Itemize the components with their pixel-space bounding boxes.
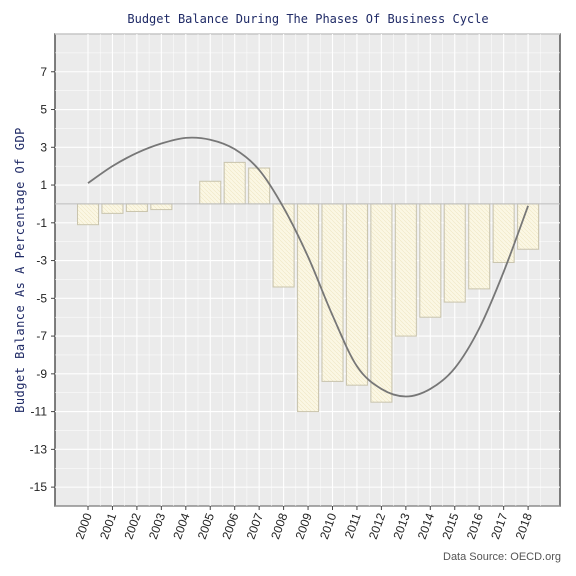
x-tick-label: 2009 [293, 511, 315, 541]
x-tick-label: 2011 [342, 511, 364, 540]
y-axis-label: Budget Balance As A Percentage Of GDP [13, 127, 27, 413]
bar [272, 203, 295, 288]
bar [223, 161, 246, 205]
x-axis-ticks: 2000 2001 2002 2003 2004 2005 2006 2007 2008 2009… [73, 506, 535, 541]
x-tick-label: 2007 [244, 511, 266, 541]
trend-line [87, 136, 529, 398]
y-tick-label: -11 [31, 405, 48, 419]
bar [370, 203, 393, 403]
bar [394, 203, 417, 337]
bars [77, 161, 540, 413]
y-tick-label: -15 [30, 480, 48, 494]
x-tick-label: 2012 [366, 511, 388, 541]
bar [297, 203, 320, 413]
data-source: Data Source: OECD.org [443, 551, 561, 563]
bar [125, 203, 148, 212]
y-tick-label: -1 [36, 216, 47, 230]
chart-title: Budget Balance During The Phases Of Busi… [127, 12, 488, 26]
y-tick-label: 1 [40, 178, 47, 192]
y-axis-ticks: 7 5 3 1 -1 -3 -5 -7 -9 -11 -13 -15 [30, 65, 55, 494]
x-tick-label: 2008 [268, 511, 290, 541]
y-tick-label: 3 [40, 140, 47, 154]
y-tick-label: -9 [36, 367, 47, 381]
bar [248, 167, 271, 205]
y-tick-label: 7 [40, 65, 47, 79]
x-tick-label: 2010 [317, 511, 339, 541]
x-tick-label: 2004 [170, 511, 192, 541]
bar [468, 203, 491, 290]
y-tick-label: -5 [36, 291, 47, 305]
bar [345, 203, 368, 386]
bar [150, 203, 173, 211]
y-tick-label: -13 [30, 442, 48, 456]
x-tick-label: 2013 [390, 511, 412, 541]
x-tick-label: 2017 [488, 511, 510, 541]
y-tick-label: 5 [40, 103, 47, 117]
bar [199, 180, 222, 205]
x-tick-label: 2001 [97, 511, 119, 541]
bar [443, 203, 466, 303]
x-tick-label: 2018 [513, 511, 535, 541]
bar [101, 203, 124, 214]
x-tick-label: 2014 [415, 511, 437, 541]
bar [77, 203, 99, 226]
x-tick-label: 2003 [146, 511, 168, 541]
x-tick-label: 2016 [464, 511, 486, 541]
y-tick-label: -7 [36, 329, 47, 343]
x-tick-label: 2002 [121, 511, 143, 541]
x-tick-label: 2005 [195, 511, 217, 541]
x-tick-label: 2015 [439, 511, 461, 541]
bar [419, 203, 442, 318]
x-tick-label: 2000 [73, 511, 95, 541]
x-tick-label: 2006 [219, 511, 241, 541]
bar [321, 203, 344, 382]
y-tick-label: -3 [36, 254, 47, 268]
